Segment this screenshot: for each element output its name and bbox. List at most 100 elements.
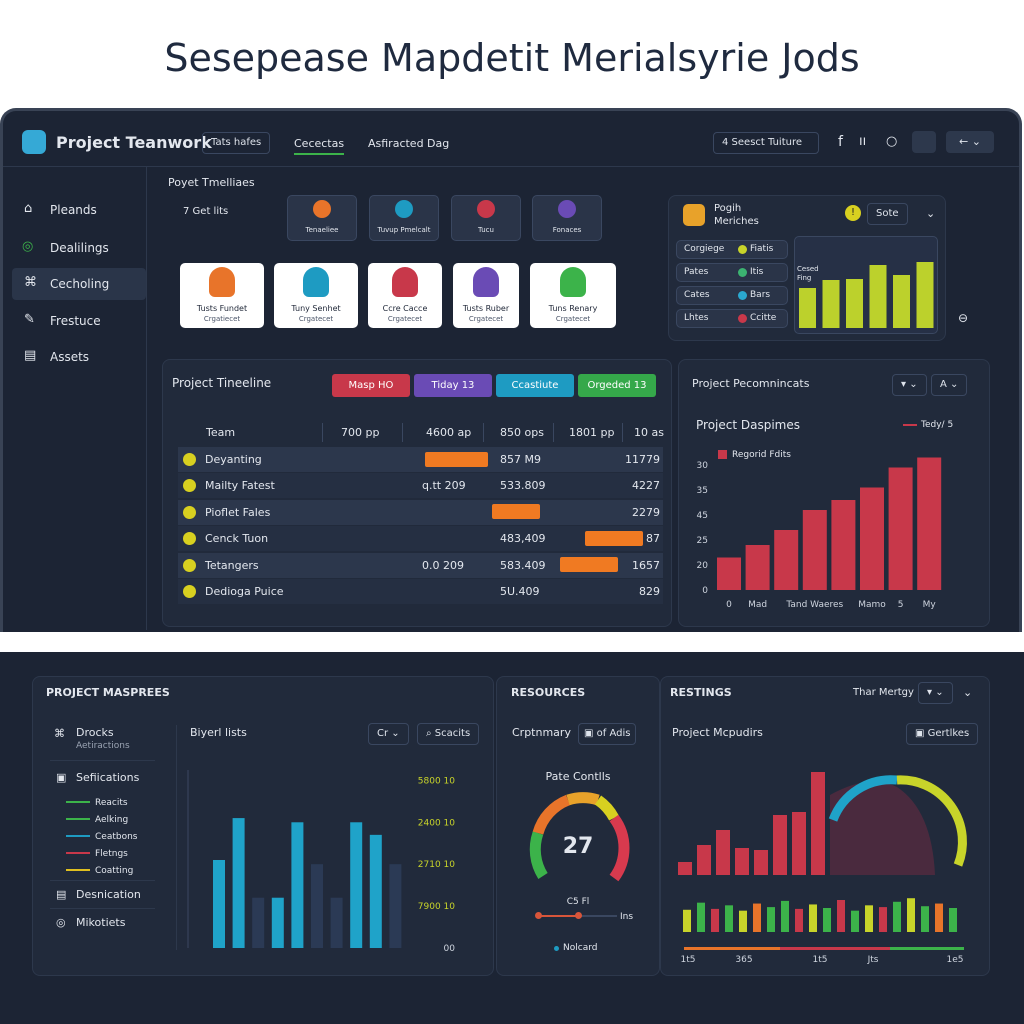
gauge-value: 27: [562, 834, 594, 859]
nav-item[interactable]: Mikotiets: [76, 916, 126, 929]
mini-bar: [809, 904, 817, 932]
nav-item[interactable]: Cecholing: [50, 277, 110, 291]
period[interactable]: Tedy/ 5: [921, 420, 954, 430]
search-box[interactable]: 4 Seesct Tuiture: [713, 132, 819, 154]
nav-item[interactable]: Frestuce: [50, 314, 101, 328]
icon-search[interactable]: ○: [886, 134, 898, 149]
icon-facebook[interactable]: f: [838, 134, 843, 150]
legend-line: [66, 801, 90, 803]
gauge-arc: [594, 795, 619, 821]
legend-tag: Bars: [750, 290, 771, 300]
legend-line: [903, 424, 917, 426]
person-role: Crgatecet: [387, 315, 423, 323]
bar: [774, 530, 799, 590]
slider-fill: [537, 915, 577, 917]
chevron[interactable]: ⌄: [963, 686, 973, 699]
resources-button[interactable]: ▣ of Adis: [578, 723, 637, 745]
bar: [754, 850, 768, 875]
search-label: Scacits: [434, 728, 471, 739]
nav-item[interactable]: Dealilings: [50, 241, 109, 255]
legend-dot: [738, 268, 747, 277]
nav-icon: ⌘: [54, 727, 65, 740]
refresh-icon[interactable]: ⊖: [958, 311, 969, 325]
filter[interactable]: Thar Mertgy: [853, 687, 914, 698]
x-tick-label: Tand Waeres: [785, 600, 843, 610]
mini-bar: [711, 908, 719, 932]
nav-icon: ▣: [56, 771, 67, 784]
icon-pause[interactable]: ıı: [859, 134, 867, 149]
row-value: 483,409: [500, 532, 546, 546]
bar: [822, 280, 840, 328]
icon-user[interactable]: [912, 131, 936, 153]
footer-dot: [554, 946, 559, 951]
row-dot: [183, 585, 196, 598]
mini-bar: [753, 903, 761, 932]
y-tick-label: 35: [697, 486, 708, 496]
filter-button[interactable]: Cr ⌄: [368, 723, 409, 745]
tab[interactable]: Tats hafes: [202, 132, 271, 154]
nav-item[interactable]: Desnication: [76, 888, 141, 901]
nav-divider: [50, 880, 155, 881]
mini-bar: [907, 898, 915, 932]
tag[interactable]: Orgeded 13: [578, 374, 656, 397]
tab[interactable]: Cecectas: [294, 137, 345, 155]
card-label: Tucu: [478, 226, 494, 234]
filter-button[interactable]: ▾ ⌄: [892, 374, 927, 396]
bar: [311, 864, 323, 948]
row-dot: [183, 453, 196, 466]
panel-title: RESOURCES: [511, 686, 586, 699]
timeline-title: Project Tineeline: [172, 376, 272, 390]
x-axis-label: 1t5: [681, 955, 696, 965]
chevron[interactable]: ⌄: [926, 207, 936, 220]
mini-bar: [879, 907, 887, 932]
section-title: Poyet Tmelliaes: [168, 176, 255, 189]
bar: [330, 897, 343, 948]
subtitle: Project Mcpudirs: [672, 726, 763, 739]
header-cell: 850 ops: [500, 426, 544, 439]
gantt-bar: [492, 504, 540, 519]
legend-row: [676, 240, 788, 259]
filter-button[interactable]: ▾ ⌄: [918, 682, 953, 704]
nav-item[interactable]: Assets: [50, 350, 90, 364]
mini-bar: [781, 900, 789, 932]
nav-item[interactable]: Pleands: [50, 203, 97, 217]
search-button[interactable]: ⌕ Scacits: [417, 723, 480, 745]
legend-label: Aelking: [95, 815, 129, 825]
filter-button[interactable]: A ⌄: [931, 374, 968, 396]
back-button[interactable]: ← ⌄: [946, 131, 994, 153]
legend-label: Regorid Fdits: [732, 450, 791, 460]
app-name: Project Teanwork: [56, 133, 212, 152]
mini-bar: [851, 910, 859, 932]
legend-label: Ceatbons: [95, 832, 138, 842]
slider-knob[interactable]: [575, 912, 582, 919]
header-cell: Team: [206, 426, 236, 439]
tab[interactable]: Asfiracted Dag: [368, 137, 450, 150]
bar: [792, 812, 806, 875]
header-divider: [553, 423, 554, 442]
x-tick-label: Mamo: [858, 600, 886, 610]
tag[interactable]: Tiday 13: [414, 374, 492, 397]
bar: [232, 818, 245, 948]
bar: [916, 262, 934, 328]
nav-icon: ✎: [24, 312, 35, 327]
bar: [697, 845, 711, 875]
section[interactable]: Sefiications: [76, 771, 140, 784]
tag[interactable]: Ccastiute: [496, 374, 574, 397]
legend-tag: Fiatis: [750, 244, 774, 254]
mini-bar: [795, 908, 803, 932]
y-tick-label: 25: [697, 536, 708, 546]
slider-knob[interactable]: [535, 912, 542, 919]
header-cell: 10 as: [634, 426, 664, 439]
divider: [176, 725, 177, 950]
mini-bar: [921, 906, 929, 932]
mini-bar: [935, 903, 943, 932]
person-name: Tuns Renary: [548, 304, 598, 313]
tag[interactable]: Masp HO: [332, 374, 410, 397]
row-name: Mailty Fatest: [205, 479, 275, 493]
bar: [291, 822, 304, 948]
nav-item[interactable]: Drocks: [76, 726, 114, 739]
restings-button[interactable]: ▣ Gertlkes: [906, 723, 979, 745]
metrics-button[interactable]: Sote: [867, 203, 908, 225]
gauge-arc: [529, 831, 548, 879]
